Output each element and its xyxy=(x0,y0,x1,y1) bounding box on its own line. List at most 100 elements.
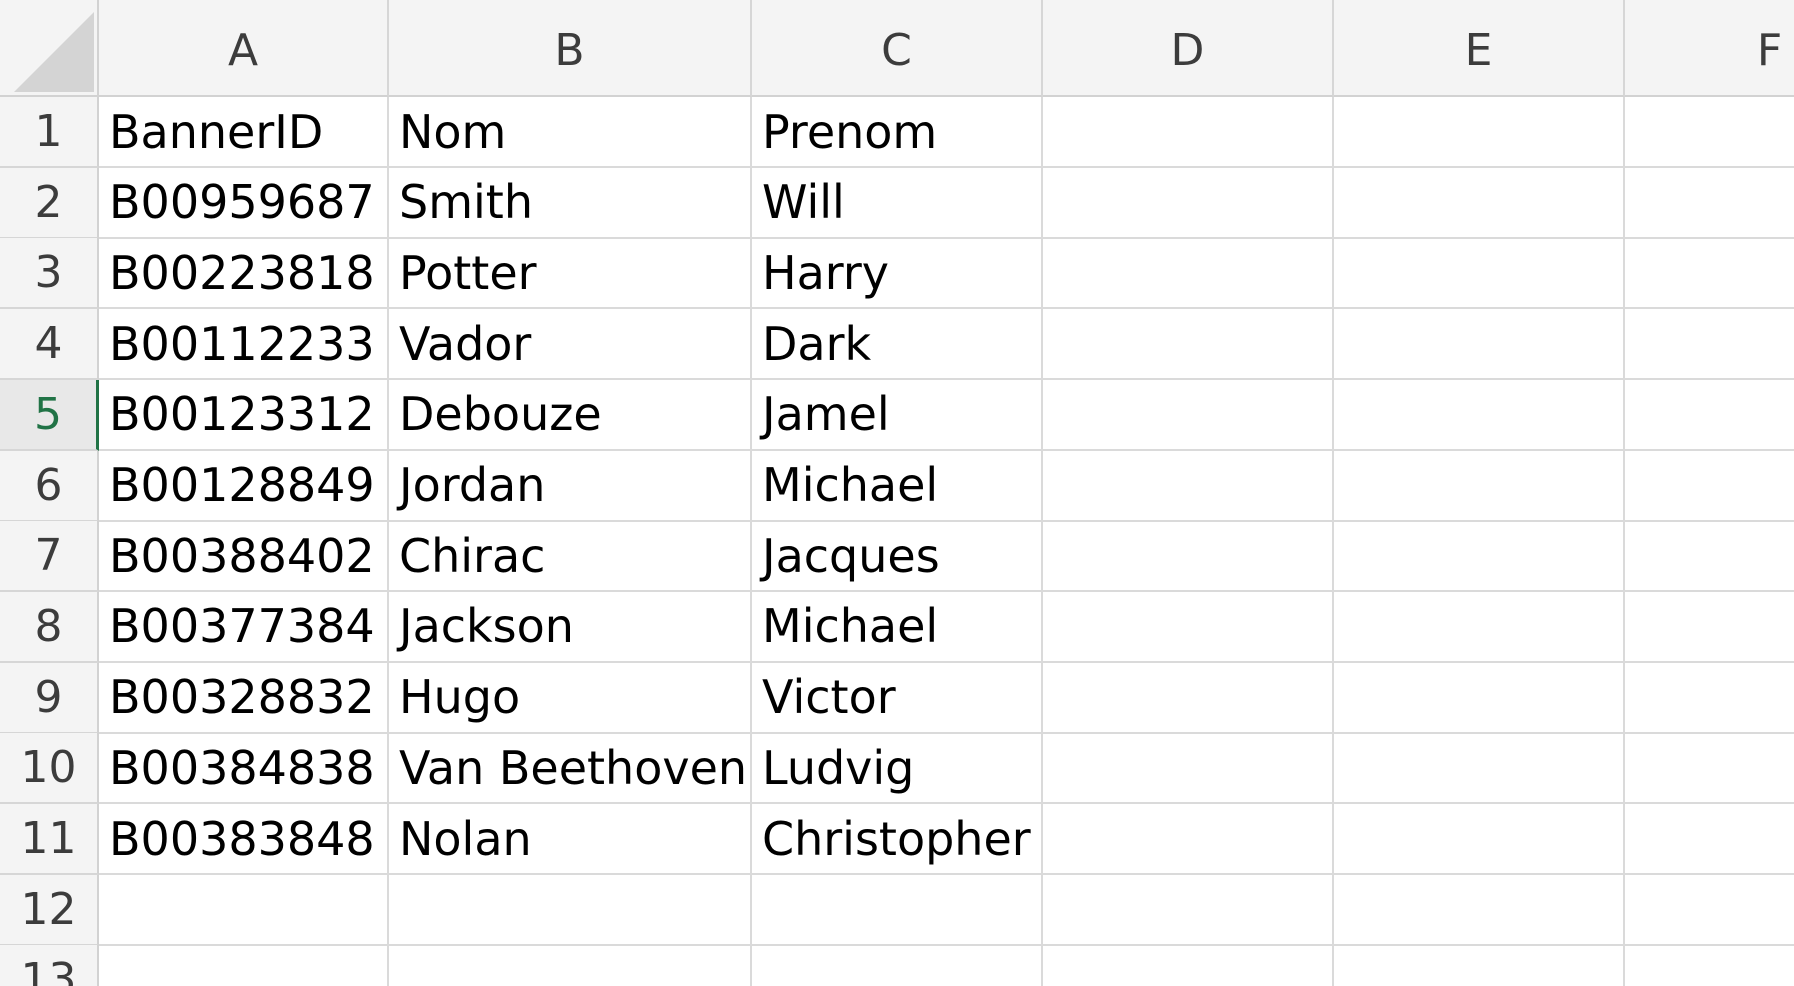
cell-c7[interactable]: Jacques xyxy=(752,521,1043,593)
cell-e1[interactable] xyxy=(1334,97,1625,168)
cell-e3[interactable] xyxy=(1334,238,1625,310)
cell-d8[interactable] xyxy=(1043,591,1334,663)
cell-f4[interactable] xyxy=(1625,309,1794,381)
cell-e7[interactable] xyxy=(1334,521,1625,593)
cell-b3[interactable]: Potter xyxy=(389,238,752,310)
cell-b1[interactable]: Nom xyxy=(389,97,752,168)
cell-d11[interactable] xyxy=(1043,804,1334,875)
cell-d9[interactable] xyxy=(1043,662,1334,734)
cell-c11[interactable]: Christopher xyxy=(752,804,1043,875)
cell-c1[interactable]: Prenom xyxy=(752,97,1043,168)
row-header-2[interactable]: 2 xyxy=(0,167,99,239)
cell-a11[interactable]: B00383848 xyxy=(99,804,389,875)
cell-b7[interactable]: Chirac xyxy=(389,521,752,593)
cell-f9[interactable] xyxy=(1625,663,1794,734)
row-header-7[interactable]: 7 xyxy=(0,521,99,593)
cell-a1[interactable]: BannerID xyxy=(99,97,389,168)
cell-e4[interactable] xyxy=(1334,309,1625,381)
cell-c3[interactable]: Harry xyxy=(752,238,1043,310)
cell-f7[interactable] xyxy=(1625,521,1794,593)
cell-a9[interactable]: B00328832 xyxy=(99,662,389,734)
row-header-5[interactable]: 5 xyxy=(0,379,99,451)
cell-e5[interactable] xyxy=(1334,379,1625,451)
cell-c12[interactable] xyxy=(752,874,1043,946)
row-header-13[interactable]: 13 xyxy=(0,945,99,986)
cell-b4[interactable]: Vador xyxy=(389,309,752,381)
row-header-9[interactable]: 9 xyxy=(0,662,99,734)
cell-b13[interactable] xyxy=(389,945,752,986)
cell-c5[interactable]: Jamel xyxy=(752,379,1043,451)
cell-f6[interactable] xyxy=(1625,451,1794,522)
row-header-10[interactable]: 10 xyxy=(0,733,99,805)
cell-a3[interactable]: B00223818 xyxy=(99,238,389,310)
cell-b11[interactable]: Nolan xyxy=(389,804,752,875)
row-header-4[interactable]: 4 xyxy=(0,309,99,381)
row-header-1[interactable]: 1 xyxy=(0,97,99,168)
column-header-a[interactable]: A xyxy=(99,0,389,97)
cell-d1[interactable] xyxy=(1043,97,1334,168)
row-header-8[interactable]: 8 xyxy=(0,591,99,663)
select-all-corner[interactable] xyxy=(0,0,99,97)
cell-c6[interactable]: Michael xyxy=(752,450,1043,522)
column-header-b[interactable]: B xyxy=(389,0,752,97)
cell-a7[interactable]: B00388402 xyxy=(99,521,389,593)
cell-a8[interactable]: B00377384 xyxy=(99,591,389,663)
cell-c9[interactable]: Victor xyxy=(752,662,1043,734)
cell-d6[interactable] xyxy=(1043,450,1334,522)
cell-b9[interactable]: Hugo xyxy=(389,662,752,734)
column-header-c[interactable]: C xyxy=(752,0,1043,97)
row-header-11[interactable]: 11 xyxy=(0,804,99,875)
cell-d10[interactable] xyxy=(1043,733,1334,805)
cell-d7[interactable] xyxy=(1043,521,1334,593)
cell-e12[interactable] xyxy=(1334,874,1625,946)
cell-a4[interactable]: B00112233 xyxy=(99,309,389,381)
row-header-6[interactable]: 6 xyxy=(0,450,99,522)
cell-d5[interactable] xyxy=(1043,379,1334,451)
cell-f3[interactable] xyxy=(1625,238,1794,310)
cell-f5[interactable] xyxy=(1625,380,1794,451)
cell-f8[interactable] xyxy=(1625,592,1794,663)
cell-d2[interactable] xyxy=(1043,167,1334,239)
cell-d4[interactable] xyxy=(1043,309,1334,381)
cell-a5[interactable]: B00123312 xyxy=(99,379,389,451)
cell-b6[interactable]: Jordan xyxy=(389,450,752,522)
cell-a6[interactable]: B00128849 xyxy=(99,450,389,522)
cell-f2[interactable] xyxy=(1625,168,1794,239)
cell-e8[interactable] xyxy=(1334,591,1625,663)
cell-a12[interactable] xyxy=(99,874,389,946)
cell-f11[interactable] xyxy=(1625,804,1794,875)
cell-b2[interactable]: Smith xyxy=(389,167,752,239)
cell-b5[interactable]: Debouze xyxy=(389,379,752,451)
cell-c4[interactable]: Dark xyxy=(752,309,1043,381)
cell-d13[interactable] xyxy=(1043,945,1334,986)
column-header-d[interactable]: D xyxy=(1043,0,1334,97)
cell-a13[interactable] xyxy=(99,945,389,986)
cell-f13[interactable] xyxy=(1625,945,1794,986)
cell-e13[interactable] xyxy=(1334,945,1625,986)
column-header-f[interactable]: F xyxy=(1625,0,1794,97)
cell-f10[interactable] xyxy=(1625,733,1794,805)
cell-c10[interactable]: Ludvig xyxy=(752,733,1043,805)
cell-e2[interactable] xyxy=(1334,167,1625,239)
cell-c13[interactable] xyxy=(752,945,1043,986)
cell-f12[interactable] xyxy=(1625,875,1794,946)
column-header-e[interactable]: E xyxy=(1334,0,1625,97)
cell-a10[interactable]: B00384838 xyxy=(99,733,389,805)
cell-c8[interactable]: Michael xyxy=(752,591,1043,663)
cell-c2[interactable]: Will xyxy=(752,167,1043,239)
row-header-12[interactable]: 12 xyxy=(0,874,99,946)
cell-f1[interactable] xyxy=(1625,97,1794,168)
cell-e10[interactable] xyxy=(1334,733,1625,805)
row-header-3[interactable]: 3 xyxy=(0,238,99,310)
cell-d12[interactable] xyxy=(1043,874,1334,946)
cell-b8[interactable]: Jackson xyxy=(389,591,752,663)
cell-e9[interactable] xyxy=(1334,662,1625,734)
cell-e11[interactable] xyxy=(1334,804,1625,875)
cell-d3[interactable] xyxy=(1043,238,1334,310)
cell-a2[interactable]: B00959687 xyxy=(99,167,389,239)
select-all-triangle-icon xyxy=(14,12,94,92)
cell-b10[interactable]: Van Beethoven xyxy=(389,733,752,805)
cell-b12[interactable] xyxy=(389,874,752,946)
cell-e6[interactable] xyxy=(1334,450,1625,522)
